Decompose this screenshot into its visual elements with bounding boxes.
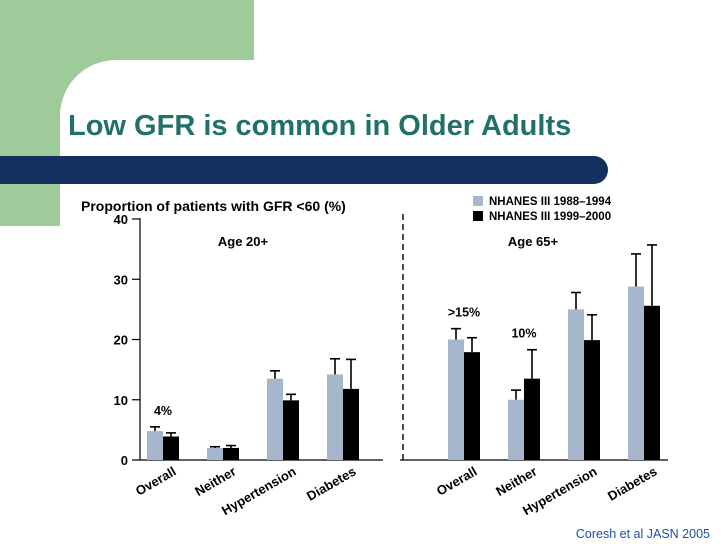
y-tick-label: 10 — [114, 393, 128, 408]
chart-title: Proportion of patients with GFR <60 (%) — [81, 198, 346, 214]
bar-annotation: >15% — [448, 306, 480, 320]
bar — [283, 400, 299, 460]
bar — [267, 378, 283, 460]
bar — [464, 352, 480, 460]
bar — [327, 374, 343, 460]
bar — [343, 388, 359, 460]
group-label: Age 65+ — [508, 234, 559, 249]
bar — [524, 378, 540, 460]
bar-annotation: 4% — [154, 404, 172, 418]
citation: Coresh et al JASN 2005 — [575, 527, 710, 541]
y-tick-label: 20 — [114, 333, 128, 348]
bar — [584, 340, 600, 460]
category-label: Overall — [434, 464, 480, 499]
bar — [568, 309, 584, 460]
y-tick-label: 40 — [114, 212, 128, 227]
legend-label-1999: NHANES III 1999–2000 — [489, 211, 611, 223]
bar — [147, 431, 163, 460]
legend-swatch-1999 — [473, 211, 483, 221]
bar — [628, 286, 644, 460]
category-label: Neither — [192, 464, 238, 499]
category-label: Diabetes — [304, 464, 358, 504]
category-label: Diabetes — [605, 464, 659, 504]
legend-swatch-1988 — [473, 196, 483, 206]
bar — [163, 436, 179, 460]
chart-panel — [60, 184, 718, 524]
slide-title: Low GFR is common in Older Adults — [68, 110, 572, 142]
legend-label-1988: NHANES III 1988–1994 — [489, 196, 612, 208]
bar — [508, 399, 524, 460]
category-label: Overall — [133, 464, 179, 499]
bar — [223, 447, 239, 460]
y-tick-label: 0 — [121, 453, 128, 468]
title-underline-bar — [0, 156, 608, 184]
bar-annotation: 10% — [511, 327, 536, 341]
bar — [448, 339, 464, 460]
bar — [207, 447, 223, 460]
y-tick-label: 30 — [114, 272, 128, 287]
group-label: Age 20+ — [218, 234, 269, 249]
bar — [644, 305, 660, 460]
category-label: Neither — [493, 464, 539, 499]
